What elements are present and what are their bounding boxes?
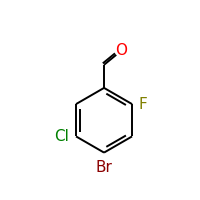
Text: Cl: Cl: [54, 129, 69, 144]
Text: Br: Br: [96, 160, 112, 175]
Text: O: O: [115, 43, 127, 58]
Text: F: F: [139, 97, 148, 112]
